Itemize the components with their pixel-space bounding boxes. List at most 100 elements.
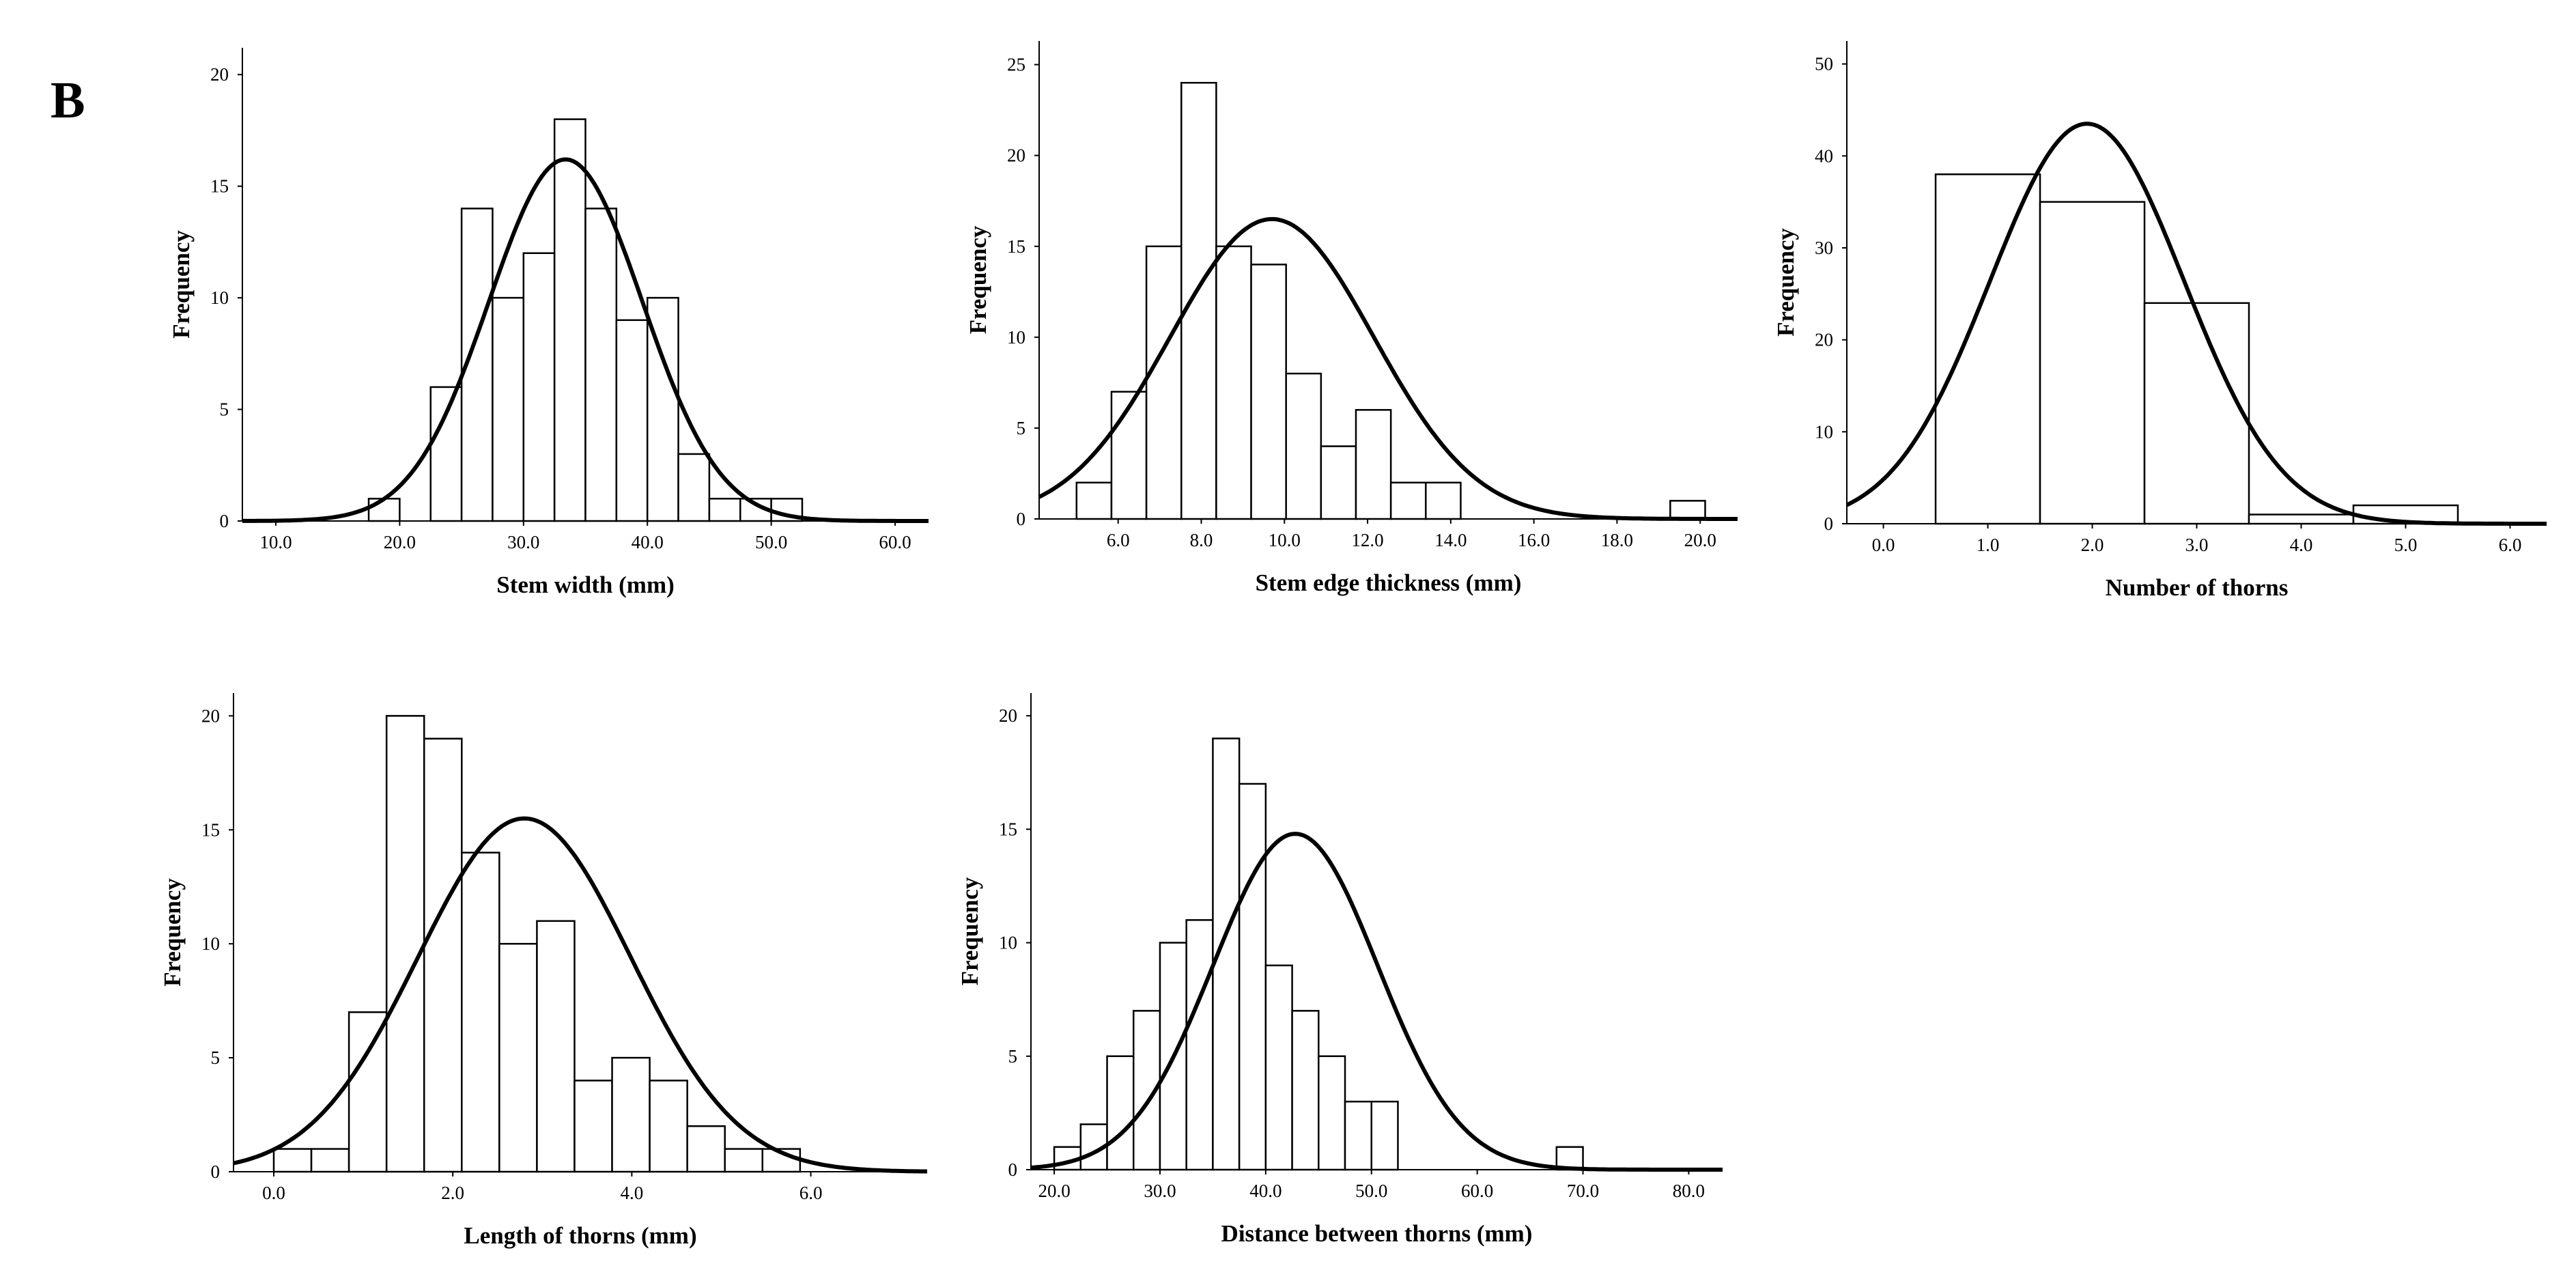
x-tick-label: 2.0 bbox=[441, 1183, 464, 1203]
histogram-bar bbox=[611, 1056, 651, 1173]
histogram-bar bbox=[1110, 391, 1148, 520]
x-tick-label: 6.0 bbox=[1107, 530, 1130, 550]
histogram-bar bbox=[574, 1080, 613, 1173]
histogram-bar bbox=[423, 737, 463, 1173]
y-tick-label: 5 bbox=[1017, 418, 1026, 438]
y-axis-title: Frequency bbox=[965, 225, 991, 334]
y-tick-label: 50 bbox=[1815, 54, 1833, 74]
x-tick-label: 60.0 bbox=[1461, 1181, 1493, 1201]
y-tick-label: 5 bbox=[1008, 1046, 1018, 1067]
histogram-chart-4: 0.0 2.0 4.0 6.0 0 5 10 15 20 Length of thorns (mm… bbox=[159, 693, 928, 1249]
y-axis-title: Frequency bbox=[159, 878, 186, 987]
normal-curve bbox=[242, 157, 929, 523]
histogram-bar bbox=[615, 319, 649, 522]
histogram-bar bbox=[1185, 919, 1214, 1171]
histogram-bar bbox=[429, 386, 463, 522]
histogram-bar bbox=[708, 498, 741, 522]
histogram-bar bbox=[498, 942, 538, 1173]
x-tick-label: 12.0 bbox=[1351, 530, 1383, 550]
y-tick-label: 0 bbox=[211, 1161, 221, 1182]
x-tick-label: 14.0 bbox=[1434, 530, 1467, 550]
y-tick-label: 20 bbox=[1007, 145, 1025, 166]
x-tick-label: 20.0 bbox=[384, 532, 416, 552]
histogram-bar bbox=[367, 498, 401, 522]
histogram-bar bbox=[2039, 201, 2146, 525]
y-tick-label: 0 bbox=[1824, 513, 1834, 534]
y-axis-title: Frequency bbox=[1772, 228, 1799, 337]
y-tick-label: 10 bbox=[999, 933, 1017, 953]
histogram-bar bbox=[1318, 1055, 1346, 1171]
y-tick-label: 15 bbox=[1007, 236, 1025, 257]
histogram-bar bbox=[677, 453, 711, 522]
y-axis-title: Frequency bbox=[168, 230, 195, 339]
histogram-bar bbox=[1250, 264, 1287, 520]
y-tick-label: 10 bbox=[210, 287, 229, 308]
histogram-bar bbox=[724, 1148, 764, 1173]
x-tick-label: 0.0 bbox=[1872, 535, 1895, 555]
y-tick-label: 10 bbox=[1007, 327, 1025, 348]
y-tick-label: 40 bbox=[1815, 145, 1833, 166]
histogram-bar bbox=[649, 1080, 688, 1173]
histogram-bar bbox=[536, 920, 576, 1173]
histogram-chart-3: 0.0 1.0 2.0 3.0 4.0 5.0 6.0 0 10 20 30 40 50 Number o… bbox=[1772, 41, 2547, 601]
y-tick-label: 5 bbox=[220, 399, 229, 420]
y-tick-label: 15 bbox=[999, 819, 1017, 839]
y-tick-label: 0 bbox=[1017, 509, 1026, 529]
histogram-bar bbox=[348, 1011, 388, 1173]
x-axis-title: Length of thorns (mm) bbox=[464, 1222, 696, 1249]
histogram-bar bbox=[272, 1148, 313, 1173]
normal-curve bbox=[233, 816, 928, 1174]
y-tick-label: 10 bbox=[201, 933, 220, 954]
histogram-bar bbox=[522, 252, 556, 522]
histogram-chart-5: 20.0 30.0 40.0 50.0 60.0 70.0 80.0 0 5 10 15 20 Dist… bbox=[957, 693, 1723, 1247]
histogram-bar bbox=[553, 118, 586, 522]
y-tick-label: 15 bbox=[210, 176, 229, 197]
y-tick-label: 25 bbox=[1007, 55, 1025, 75]
x-tick-label: 0.0 bbox=[262, 1183, 285, 1203]
histogram-bar bbox=[1291, 1010, 1320, 1171]
x-tick-label: 40.0 bbox=[1249, 1181, 1282, 1201]
x-tick-label: 60.0 bbox=[879, 532, 911, 552]
y-tick-label: 30 bbox=[1815, 238, 1833, 258]
x-tick-label: 1.0 bbox=[1977, 535, 2000, 555]
panel-letter: B bbox=[51, 72, 85, 129]
x-tick-label: 6.0 bbox=[799, 1183, 823, 1203]
y-tick-label: 20 bbox=[210, 64, 229, 85]
histogram-bar bbox=[1180, 81, 1217, 520]
x-tick-label: 4.0 bbox=[621, 1183, 644, 1203]
x-tick-label: 3.0 bbox=[2185, 535, 2209, 555]
x-tick-label: 8.0 bbox=[1190, 530, 1213, 550]
x-axis-title: Stem edge thickness (mm) bbox=[1256, 569, 1522, 596]
histogram-bar bbox=[1355, 409, 1392, 520]
y-tick-label: 20 bbox=[201, 705, 220, 726]
x-axis-title: Number of thorns bbox=[2106, 574, 2289, 601]
histogram-bar bbox=[1238, 783, 1267, 1171]
histogram-chart-1: 10.0 20.0 30.0 40.0 50.0 60.0 0 5 10 15 20 Stem wid… bbox=[168, 48, 929, 598]
x-tick-label: 30.0 bbox=[1144, 1181, 1176, 1201]
histogram-bar bbox=[1285, 372, 1322, 520]
histogram-bar bbox=[1669, 500, 1706, 520]
x-tick-label: 2.0 bbox=[2081, 535, 2104, 555]
histogram-bar bbox=[1215, 245, 1252, 520]
histogram-bar bbox=[1075, 481, 1113, 520]
histogram-bar bbox=[2248, 513, 2355, 525]
histogram-bar bbox=[1320, 445, 1357, 520]
x-tick-label: 70.0 bbox=[1567, 1181, 1599, 1201]
y-tick-label: 5 bbox=[211, 1047, 221, 1068]
histogram-bar bbox=[1264, 964, 1293, 1171]
normal-curve bbox=[1038, 216, 1738, 521]
histogram-bar bbox=[1934, 173, 2041, 525]
x-tick-label: 16.0 bbox=[1518, 530, 1550, 550]
y-tick-label: 0 bbox=[220, 511, 229, 531]
y-axis-title: Frequency bbox=[957, 877, 983, 985]
histogram-bar bbox=[584, 208, 618, 522]
x-axis-title: Distance between thorns (mm) bbox=[1221, 1220, 1533, 1247]
y-tick-label: 15 bbox=[201, 819, 220, 840]
x-tick-label: 40.0 bbox=[632, 532, 664, 552]
x-tick-label: 20.0 bbox=[1038, 1181, 1070, 1201]
histogram-bar bbox=[1425, 481, 1462, 520]
x-tick-label: 10.0 bbox=[259, 532, 292, 552]
histogram-bar bbox=[385, 715, 425, 1173]
